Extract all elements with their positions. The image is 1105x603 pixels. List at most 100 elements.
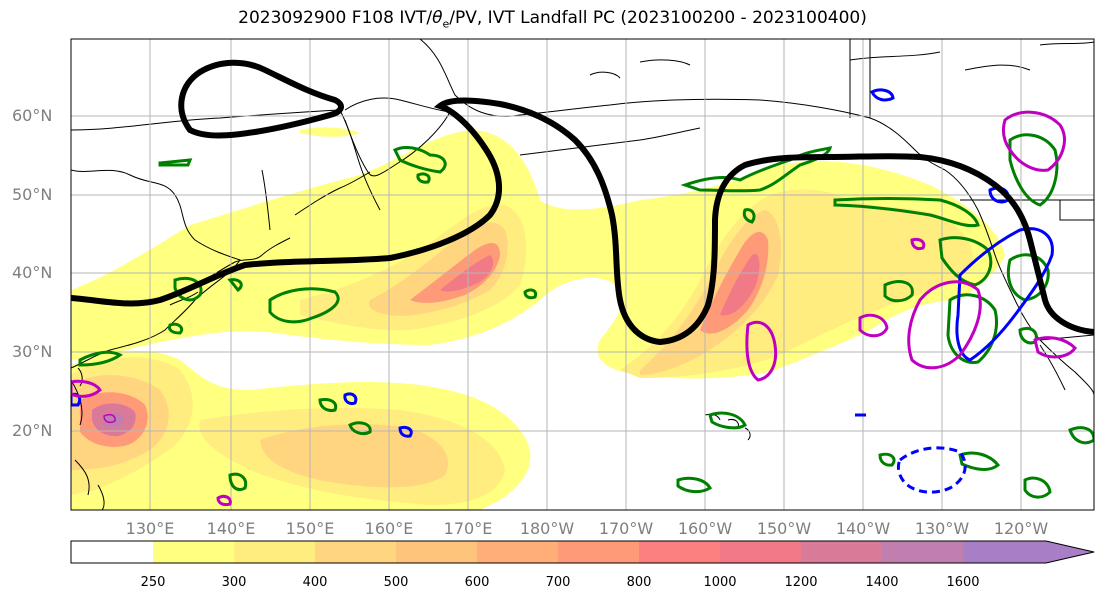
political-borders bbox=[869, 39, 1094, 341]
coastline-asia-north bbox=[71, 109, 381, 211]
colorbar-segment-1200 bbox=[801, 541, 883, 563]
theta-e-contour-japan-sw bbox=[227, 278, 243, 293]
lon-label-170w: 170°W bbox=[598, 519, 654, 538]
border-canada-us bbox=[869, 39, 1094, 221]
theta-e-contour-south-east bbox=[958, 451, 1001, 471]
title-theta-sub: e bbox=[442, 17, 450, 31]
theta-e-contour-baja-area bbox=[878, 452, 896, 467]
ivt-pc-negative-ca-offshore bbox=[858, 313, 889, 338]
theta-e-contour-south-mid bbox=[676, 476, 713, 494]
colorbar-segment-1600 bbox=[963, 541, 1094, 563]
pv-contour bbox=[71, 97, 1094, 346]
ivt-shading-250-kamchatka bbox=[300, 127, 360, 137]
ivt-pc-negative-north bbox=[1001, 110, 1066, 172]
theta-e-contour-south-east-2 bbox=[1023, 476, 1052, 499]
ivt-shading-1000-east bbox=[720, 254, 760, 316]
theta-e-contour-japan-north bbox=[158, 158, 193, 167]
colorbar-label-500: 500 bbox=[383, 575, 409, 590]
lon-label-130w: 130°W bbox=[914, 519, 970, 538]
colorbar-segment-300 bbox=[234, 541, 316, 563]
colorbar-label-400: 400 bbox=[302, 575, 328, 590]
theta-e-contour-kamchatka bbox=[392, 146, 447, 174]
colorbar-segment-1400 bbox=[882, 541, 964, 563]
theta-e-contour-japan-east bbox=[268, 287, 340, 324]
coastline-baja bbox=[1039, 344, 1066, 391]
coastline-asia-mainland bbox=[71, 169, 241, 369]
coastline-bering-islands bbox=[589, 59, 691, 79]
colorbar bbox=[70, 540, 1095, 564]
theta-e-contour-bering bbox=[416, 172, 431, 184]
gridlines bbox=[71, 39, 1094, 510]
theta-e-contour-south-w bbox=[318, 398, 338, 412]
ivt-pc-positive-south bbox=[398, 426, 413, 438]
ivt-shading-400-jet bbox=[369, 222, 508, 316]
ivt-pc-positive-west-coast bbox=[955, 227, 1054, 362]
colorbar-label-250: 250 bbox=[140, 575, 166, 590]
lon-label-170e: 170°E bbox=[443, 519, 493, 538]
ivt-shading-400-southband bbox=[260, 424, 449, 488]
title-suffix: /PV, IVT Landfall PC (2023100200 - 20231… bbox=[449, 8, 867, 28]
colorbar-label-1000: 1000 bbox=[703, 575, 737, 590]
lat-label-30n: 30°N bbox=[12, 342, 53, 361]
colorbar-label-700: 700 bbox=[545, 575, 571, 590]
lon-label-180w: 180°W bbox=[519, 519, 575, 538]
ivt-pc-negative-typhoon-s bbox=[216, 494, 232, 507]
colorbar-segments bbox=[153, 541, 1094, 563]
title-prefix: 2023092900 F108 IVT/ bbox=[238, 8, 433, 28]
colorbar-segment-800 bbox=[639, 541, 721, 563]
ivt-pc-positive-mid bbox=[343, 392, 358, 405]
coastline-philippines bbox=[71, 379, 105, 510]
theta-e-contour-hawaii-area bbox=[708, 411, 747, 430]
lon-label-150w: 150°W bbox=[756, 519, 812, 538]
theta-e-contour-gulf-alaska bbox=[680, 146, 833, 193]
ivt-pc-negative-typhoon bbox=[71, 379, 102, 398]
coastline-aleutians bbox=[519, 127, 701, 156]
theta-e-contour-typhoon bbox=[228, 472, 248, 491]
ivt-pc-negative-core bbox=[103, 413, 116, 424]
lon-label-140w: 140°W bbox=[835, 519, 891, 538]
pv-contour-closed-north bbox=[178, 59, 344, 139]
lat-label-60n: 60°N bbox=[12, 106, 53, 125]
lon-label-150e: 150°E bbox=[285, 519, 335, 538]
colorbar-segment-600 bbox=[477, 541, 559, 563]
lat-label-50n: 50°N bbox=[12, 185, 53, 204]
lon-label-120w: 120°W bbox=[993, 519, 1049, 538]
theta-e-contour-south-w2 bbox=[348, 421, 372, 436]
theta-e-contour-pacific-mid bbox=[883, 280, 914, 303]
lat-label-40n: 40°N bbox=[12, 263, 53, 282]
ivt-shading-1400-typhoon bbox=[102, 412, 124, 428]
colorbar-label-1600: 1600 bbox=[946, 575, 980, 590]
coastline-north-america-west bbox=[944, 169, 1094, 396]
map-frame bbox=[70, 38, 1095, 511]
ivt-pc-negative-baja bbox=[1033, 336, 1077, 359]
colorbar-segment-700 bbox=[558, 541, 640, 563]
coastline-arctic-archipelago bbox=[849, 39, 1094, 118]
lon-label-160e: 160°E bbox=[364, 519, 414, 538]
ivt-pc-negative-contours bbox=[71, 110, 1077, 507]
title-theta: θ bbox=[432, 8, 443, 28]
lon-label-160w: 160°W bbox=[677, 519, 733, 538]
colorbar-label-1400: 1400 bbox=[865, 575, 899, 590]
ivt-pc-positive-northcanada bbox=[869, 88, 895, 102]
coastline-taiwan bbox=[77, 367, 83, 387]
colorbar-segment-1000 bbox=[720, 541, 802, 563]
colorbar-segment-500 bbox=[396, 541, 478, 563]
lon-label-140e: 140°E bbox=[206, 519, 256, 538]
ivt-pc-negative-small bbox=[910, 238, 926, 251]
theta-e-contour-bc-coast bbox=[938, 236, 993, 287]
theta-e-contour-central bbox=[523, 288, 538, 300]
colorbar-segment-250 bbox=[153, 541, 235, 563]
theta-e-contour-china-coast bbox=[78, 350, 123, 367]
coastline-sakhalin-kurils bbox=[261, 169, 371, 231]
ivt-pc-negative-pacific bbox=[745, 320, 778, 382]
lat-label-20n: 20°N bbox=[12, 421, 53, 440]
colorbar-segment-400 bbox=[315, 541, 397, 563]
colorbar-frame bbox=[70, 540, 1095, 564]
map-plot-area bbox=[71, 39, 1094, 510]
theta-e-contour-china-2 bbox=[168, 322, 184, 335]
colorbar-label-600: 600 bbox=[464, 575, 490, 590]
theta-e-contour-se-coast bbox=[1068, 426, 1094, 445]
lon-label-130e: 130°E bbox=[125, 519, 175, 538]
coastline-kamchatka bbox=[344, 97, 451, 177]
